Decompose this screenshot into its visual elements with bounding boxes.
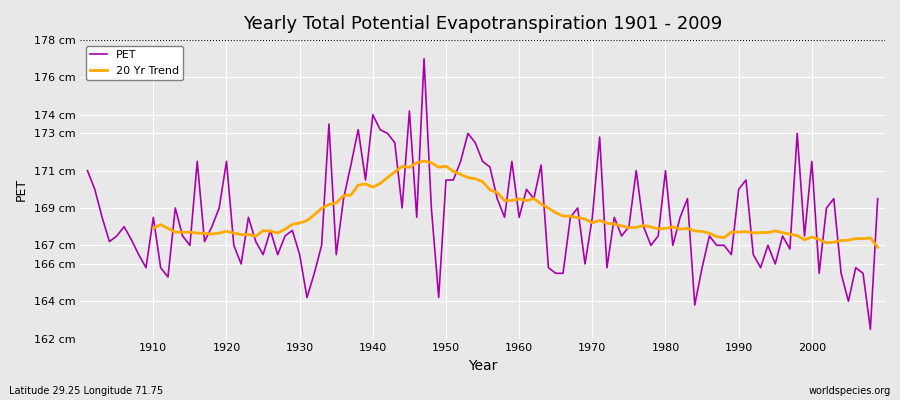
Legend: PET, 20 Yr Trend: PET, 20 Yr Trend <box>86 46 184 80</box>
20 Yr Trend <box>148 226 158 230</box>
20 Yr Trend <box>316 206 327 211</box>
X-axis label: Year: Year <box>468 359 498 373</box>
20 Yr Trend <box>587 220 598 225</box>
PET <box>140 265 151 270</box>
20 Yr Trend <box>872 245 883 250</box>
20 Yr Trend <box>821 240 832 245</box>
20 Yr Trend <box>843 238 854 243</box>
PET <box>514 215 525 220</box>
20 Yr Trend <box>418 159 429 164</box>
PET <box>609 215 620 220</box>
PET <box>82 168 93 173</box>
PET <box>865 327 876 332</box>
Title: Yearly Total Potential Evapotranspiration 1901 - 2009: Yearly Total Potential Evapotranspiratio… <box>243 15 722 33</box>
Line: PET: PET <box>87 59 878 329</box>
Y-axis label: PET: PET <box>15 178 28 201</box>
Text: worldspecies.org: worldspecies.org <box>809 386 891 396</box>
PET <box>418 56 429 61</box>
PET <box>302 295 312 300</box>
PET <box>346 163 356 168</box>
Text: Latitude 29.25 Longitude 71.75: Latitude 29.25 Longitude 71.75 <box>9 386 163 396</box>
PET <box>521 187 532 192</box>
20 Yr Trend <box>287 222 298 227</box>
PET <box>872 196 883 201</box>
20 Yr Trend <box>528 196 539 201</box>
Line: 20 Yr Trend: 20 Yr Trend <box>153 161 878 247</box>
